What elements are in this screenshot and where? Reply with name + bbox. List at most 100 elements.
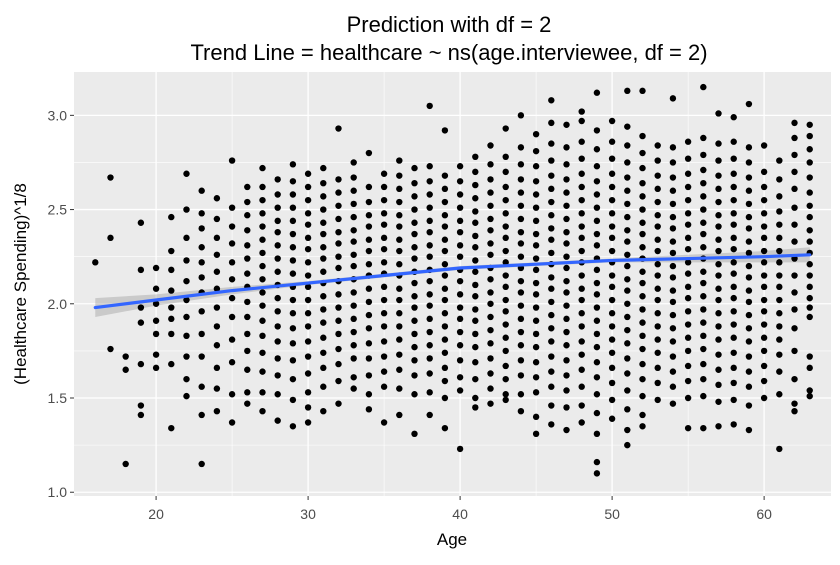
data-point xyxy=(608,272,616,279)
data-point xyxy=(426,389,433,396)
data-point xyxy=(320,230,327,238)
data-point xyxy=(228,391,236,398)
data-point xyxy=(228,259,236,266)
data-point xyxy=(365,223,373,230)
data-point xyxy=(608,183,616,191)
data-point xyxy=(578,310,585,317)
data-point xyxy=(715,336,722,343)
data-point xyxy=(578,247,585,255)
data-point xyxy=(441,172,449,179)
data-point xyxy=(396,212,403,219)
data-point xyxy=(593,163,601,170)
data-point xyxy=(563,264,570,272)
data-point xyxy=(137,304,145,311)
data-point xyxy=(274,176,281,183)
data-point xyxy=(700,230,707,238)
data-point xyxy=(578,170,585,177)
data-point xyxy=(624,441,631,449)
data-point xyxy=(487,355,494,362)
y-tick-label: 3.0 xyxy=(48,107,68,123)
data-point xyxy=(380,283,388,291)
data-point xyxy=(745,225,753,232)
data-point xyxy=(350,187,357,194)
data-point xyxy=(350,251,357,258)
data-point xyxy=(745,249,753,257)
data-point xyxy=(563,315,570,323)
data-point xyxy=(456,328,464,336)
data-point xyxy=(441,349,449,356)
data-point xyxy=(715,381,722,389)
data-point xyxy=(608,323,616,330)
data-point xyxy=(760,183,768,191)
data-point xyxy=(320,206,327,213)
data-point xyxy=(502,183,509,191)
data-point xyxy=(487,142,494,149)
data-point xyxy=(776,157,783,164)
data-point xyxy=(669,159,677,166)
data-point xyxy=(608,415,616,422)
data-point xyxy=(745,213,753,221)
data-point xyxy=(700,332,707,340)
data-point xyxy=(517,144,525,151)
data-point xyxy=(624,276,631,283)
data-point xyxy=(608,170,616,177)
data-point xyxy=(548,140,555,147)
data-point xyxy=(745,311,753,319)
data-point xyxy=(426,217,433,225)
data-point xyxy=(304,338,312,345)
data-point xyxy=(441,247,449,255)
data-point xyxy=(548,249,555,257)
data-point xyxy=(578,402,585,409)
data-point xyxy=(563,328,570,336)
data-point xyxy=(426,315,433,323)
data-point xyxy=(259,302,266,309)
data-point xyxy=(411,357,418,364)
data-point xyxy=(365,340,373,347)
data-point xyxy=(760,321,768,328)
data-point xyxy=(244,227,251,234)
data-point xyxy=(624,262,631,270)
data-point xyxy=(730,421,737,428)
data-point xyxy=(411,206,418,213)
data-point xyxy=(715,351,722,358)
data-point xyxy=(441,296,449,304)
data-point xyxy=(380,383,388,390)
data-point xyxy=(700,179,707,187)
data-point xyxy=(745,200,753,208)
data-point xyxy=(563,404,570,411)
data-point xyxy=(791,185,798,193)
data-point xyxy=(806,272,813,279)
data-point xyxy=(548,198,555,206)
data-point xyxy=(669,238,677,245)
data-point xyxy=(274,268,281,275)
data-point xyxy=(168,315,175,323)
data-point xyxy=(806,121,813,128)
data-point xyxy=(304,170,312,177)
data-point xyxy=(426,178,433,185)
data-point xyxy=(441,336,449,343)
data-point xyxy=(532,304,540,311)
data-point xyxy=(791,408,798,415)
data-point xyxy=(228,240,236,247)
data-point xyxy=(624,200,631,208)
data-point xyxy=(198,225,205,232)
data-point xyxy=(517,112,525,119)
data-point xyxy=(700,166,707,174)
data-point xyxy=(441,310,449,317)
data-point xyxy=(806,202,813,209)
data-point xyxy=(593,266,601,274)
data-point xyxy=(669,95,677,102)
data-point xyxy=(107,345,114,353)
data-point xyxy=(563,277,570,285)
data-point xyxy=(578,155,585,162)
data-point xyxy=(654,323,661,330)
data-point xyxy=(608,283,616,291)
data-point xyxy=(700,279,707,287)
data-point xyxy=(396,261,403,268)
data-point xyxy=(593,217,601,225)
data-point xyxy=(502,334,509,341)
data-point xyxy=(350,200,357,208)
data-point xyxy=(441,223,449,230)
data-point xyxy=(259,408,266,415)
data-point xyxy=(548,421,555,428)
